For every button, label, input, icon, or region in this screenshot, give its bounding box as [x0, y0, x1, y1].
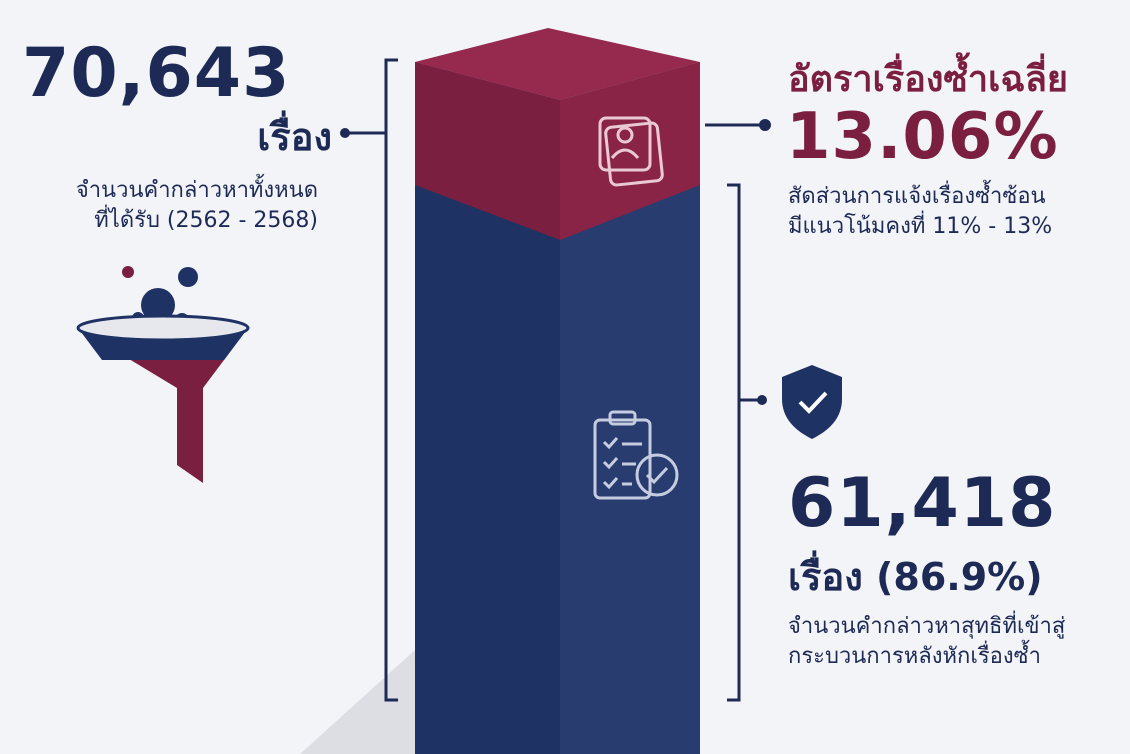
dot — [340, 128, 350, 138]
desc-line: สัดส่วนการแจ้งเรื่องซ้ำซ้อน — [788, 182, 1052, 212]
desc-line: กระบวนการหลังหักเรื่องซ้ำ — [788, 642, 1065, 672]
desc-line: มีแนวโน้มคงที่ 11% - 13% — [788, 212, 1052, 242]
net-unit: เรื่อง (86.9%) — [788, 558, 1043, 596]
infographic: 70,643 เรื่อง จำนวนคำกล่าวหาทั้งหนด ที่ไ… — [0, 0, 1130, 754]
rate-description: สัดส่วนการแจ้งเรื่องซ้ำซ้อน มีแนวโน้มคงท… — [788, 182, 1052, 242]
desc-line: จำนวนคำกล่าวหาทั้งหนด — [76, 176, 318, 206]
desc-line: จำนวนคำกล่าวหาสุทธิที่เข้าสู่ — [788, 612, 1065, 642]
shadow — [300, 650, 415, 754]
desc-line: ที่ได้รับ (2562 - 2568) — [76, 206, 318, 236]
dot — [757, 395, 767, 405]
net-value: 61,418 — [788, 470, 1056, 538]
funnel-icon — [78, 266, 248, 483]
total-value: 70,643 — [22, 40, 290, 108]
dot — [759, 119, 771, 131]
net-description: จำนวนคำกล่าวหาสุทธิที่เข้าสู่ กระบวนการห… — [788, 612, 1065, 672]
rate-value: 13.06% — [786, 105, 1059, 169]
total-unit: เรื่อง — [257, 118, 332, 156]
rate-title: อัตราเรื่องซ้ำเฉลี่ย — [788, 62, 1068, 98]
shield-icon — [782, 365, 842, 439]
total-description: จำนวนคำกล่าวหาทั้งหนด ที่ได้รับ (2562 - … — [76, 176, 318, 236]
